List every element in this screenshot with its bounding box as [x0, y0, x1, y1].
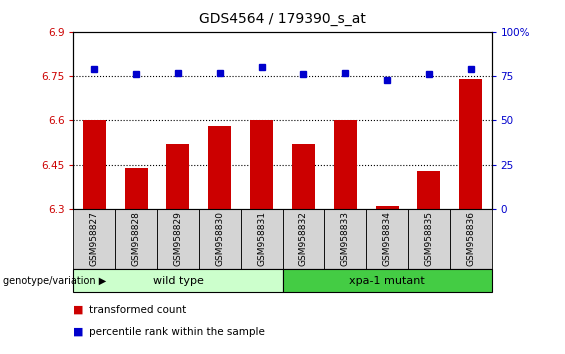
- Bar: [418, 171, 440, 209]
- Bar: [83, 120, 106, 209]
- Bar: [73, 209, 115, 269]
- Text: GSM958835: GSM958835: [424, 211, 433, 266]
- Text: GDS4564 / 179390_s_at: GDS4564 / 179390_s_at: [199, 12, 366, 27]
- Text: wild type: wild type: [153, 275, 203, 286]
- Text: GSM958830: GSM958830: [215, 211, 224, 266]
- Bar: [208, 126, 231, 209]
- Text: transformed count: transformed count: [89, 305, 186, 315]
- Bar: [282, 209, 324, 269]
- Text: GSM958831: GSM958831: [257, 211, 266, 266]
- Bar: [167, 144, 189, 209]
- Text: genotype/variation ▶: genotype/variation ▶: [3, 275, 106, 286]
- Text: GSM958836: GSM958836: [466, 211, 475, 266]
- Text: GSM958829: GSM958829: [173, 211, 182, 266]
- Bar: [125, 167, 147, 209]
- Text: ■: ■: [73, 327, 84, 337]
- Text: GSM958832: GSM958832: [299, 211, 308, 266]
- Bar: [324, 209, 366, 269]
- Text: GSM958834: GSM958834: [383, 211, 392, 266]
- Text: GSM958833: GSM958833: [341, 211, 350, 266]
- Text: xpa-1 mutant: xpa-1 mutant: [349, 275, 425, 286]
- Bar: [376, 206, 398, 209]
- Text: ■: ■: [73, 305, 84, 315]
- Bar: [408, 209, 450, 269]
- Bar: [292, 144, 315, 209]
- Bar: [73, 269, 282, 292]
- Bar: [334, 120, 357, 209]
- Bar: [157, 209, 199, 269]
- Bar: [250, 120, 273, 209]
- Bar: [241, 209, 282, 269]
- Bar: [459, 79, 482, 209]
- Bar: [450, 209, 492, 269]
- Bar: [115, 209, 157, 269]
- Bar: [366, 209, 408, 269]
- Bar: [199, 209, 241, 269]
- Text: GSM958827: GSM958827: [90, 211, 99, 266]
- Text: percentile rank within the sample: percentile rank within the sample: [89, 327, 265, 337]
- Text: GSM958828: GSM958828: [132, 211, 141, 266]
- Bar: [282, 269, 492, 292]
